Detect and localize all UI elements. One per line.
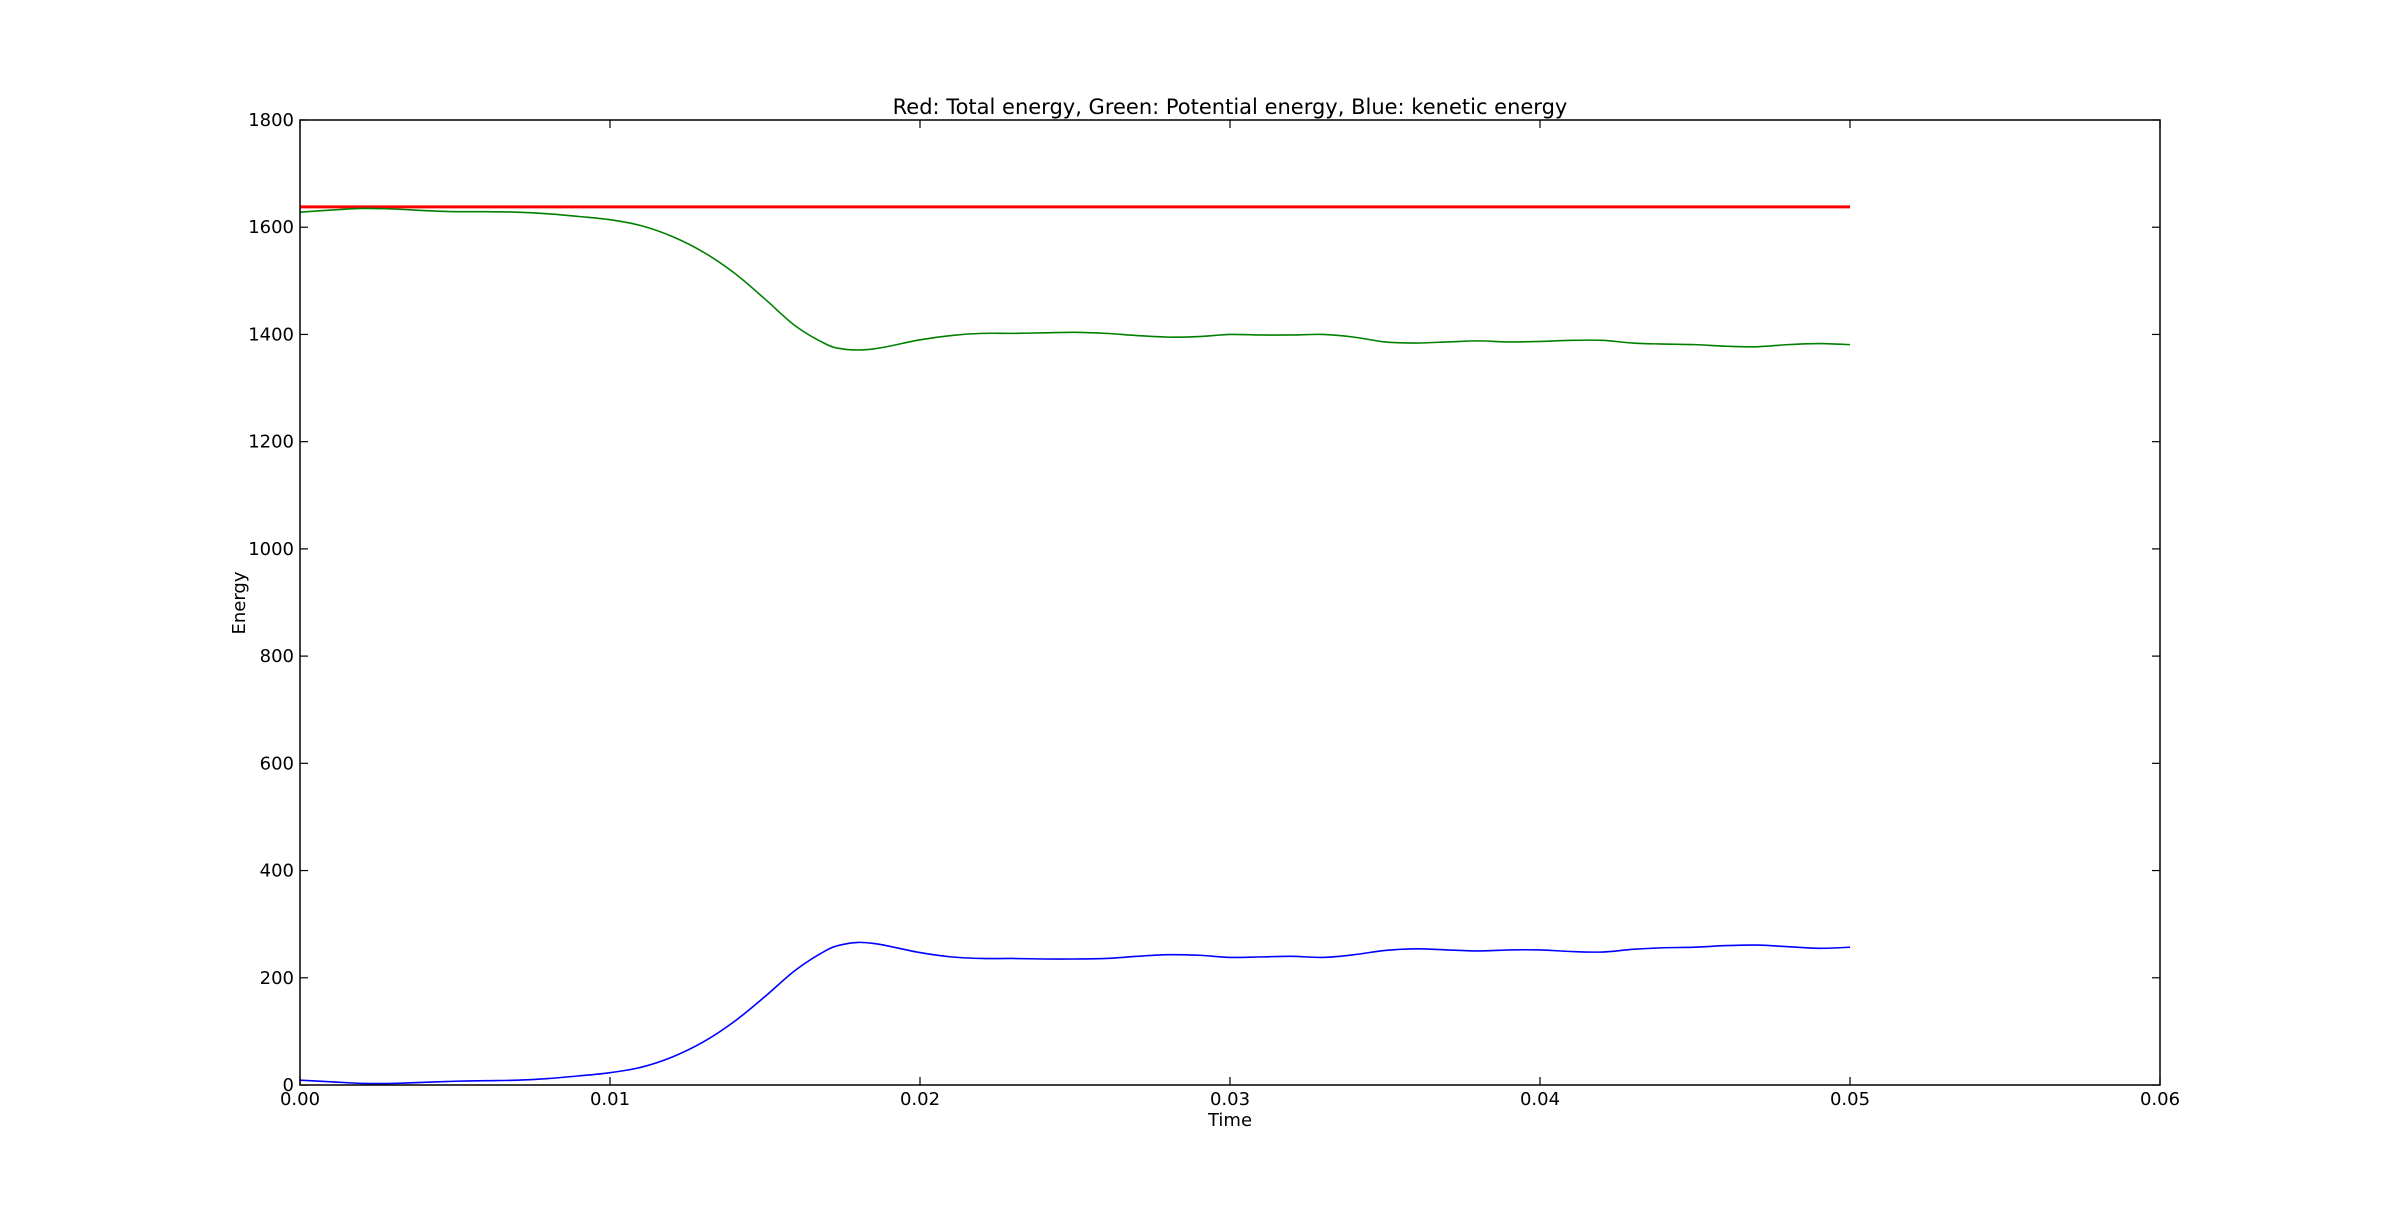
- x-tick-label: 0.03: [1210, 1089, 1250, 1110]
- chart-title: Red: Total energy, Green: Potential ener…: [893, 95, 1568, 119]
- y-tick-labels: 0 200 400 600 800 1000 1200 1400 1600 1800: [248, 110, 294, 1096]
- y-tick-label: 1600: [248, 217, 294, 238]
- y-tick-label: 1800: [248, 110, 294, 131]
- y-tick-label: 200: [260, 968, 294, 989]
- x-tick-labels: 0.00 0.01 0.02 0.03 0.04 0.05 0.06: [280, 1089, 2180, 1110]
- y-tick-label: 400: [260, 861, 294, 882]
- x-tick-label: 0.00: [280, 1089, 320, 1110]
- potential-energy-line: [299, 207, 1851, 351]
- x-tick-label: 0.01: [590, 1089, 630, 1110]
- y-tick-label: 1000: [248, 539, 294, 560]
- x-tick-label: 0.04: [1520, 1089, 1560, 1110]
- kinetic-energy-line: [299, 941, 1851, 1085]
- y-axis-label: Energy: [229, 571, 250, 634]
- y-tick-label: 600: [260, 753, 294, 774]
- plot-frame: [299, 119, 2161, 1086]
- series-layer: [299, 205, 1851, 1085]
- y-tick-label: 1400: [248, 324, 294, 345]
- y-tick-label: 800: [260, 646, 294, 667]
- x-tick-label: 0.06: [2140, 1089, 2180, 1110]
- x-tick-label: 0.05: [1830, 1089, 1870, 1110]
- x-axis-label: Time: [1207, 1110, 1252, 1131]
- plot-area: [300, 120, 2160, 1085]
- y-tick-label: 1200: [248, 432, 294, 453]
- y-tick-label: 0: [283, 1075, 294, 1096]
- x-tick-label: 0.02: [900, 1089, 940, 1110]
